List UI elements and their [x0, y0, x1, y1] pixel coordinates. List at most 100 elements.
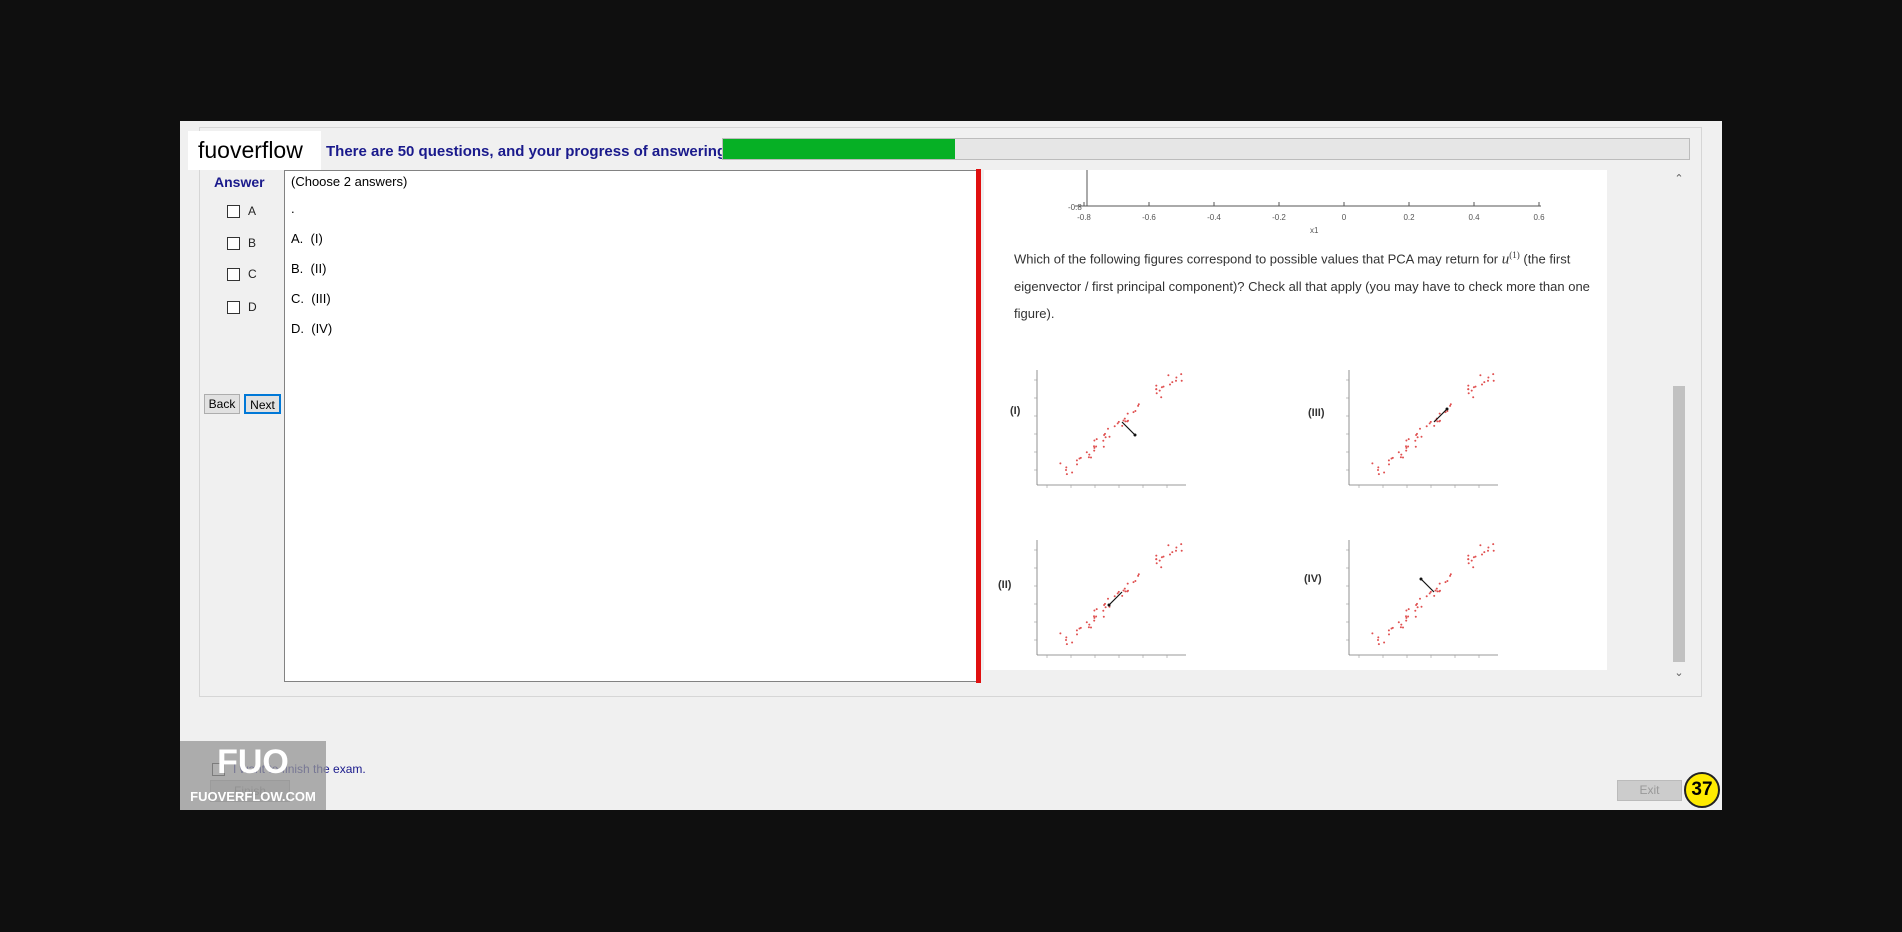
plot-point: [1407, 438, 1410, 441]
plot-vector: [1108, 591, 1123, 606]
plot-point: [1137, 403, 1140, 406]
logo: FUO FUOVERFLOW.COM: [180, 741, 326, 810]
option-label: D: [248, 300, 257, 314]
plot-point: [1467, 554, 1470, 557]
plot-point: [1059, 632, 1062, 635]
plot-point: [1446, 580, 1449, 582]
plot-point: [1093, 446, 1096, 449]
answer-option[interactable]: C: [227, 267, 257, 282]
plot-point: [1405, 449, 1408, 452]
plot-point: [1405, 619, 1408, 622]
group-box: [199, 127, 1702, 697]
plot-point: [1405, 439, 1408, 442]
plot-point: [1116, 422, 1119, 425]
plot-point: [1470, 389, 1473, 392]
plot-point: [1180, 543, 1183, 546]
scroll-down[interactable]: ⌄: [1674, 666, 1684, 679]
checkbox[interactable]: [227, 237, 240, 251]
progress-text: There are 50 questions, and your progres…: [326, 143, 743, 160]
plot-point: [1169, 553, 1171, 556]
plot-point: [1122, 589, 1125, 592]
tick-label: -0.2: [1272, 213, 1286, 222]
plot-point: [1065, 643, 1068, 646]
plot-point: [1093, 619, 1096, 622]
plot-point: [1407, 615, 1410, 618]
plot-point: [1169, 383, 1171, 386]
plot-point: [1435, 587, 1438, 590]
plot-point: [1388, 633, 1390, 636]
math: u: [1501, 251, 1510, 268]
plot-point: [1102, 615, 1105, 618]
plot-point: [1158, 559, 1161, 562]
checkbox[interactable]: [227, 301, 240, 315]
plot-point: [1483, 381, 1486, 384]
plot-point: [1492, 379, 1495, 382]
plot-point: [1087, 456, 1090, 459]
plot-label: (I): [1010, 405, 1021, 417]
plot-point: [1116, 592, 1119, 595]
plot-vector-tip: [1133, 433, 1137, 437]
progress-bar: [722, 138, 1690, 160]
plot-point: [1390, 627, 1393, 630]
plot-point: [1492, 549, 1495, 552]
plot-point: [1377, 636, 1380, 639]
axis-label: x1: [1310, 226, 1319, 235]
scroll-up[interactable]: ⌃: [1674, 172, 1684, 185]
choice-letter: D.: [291, 321, 304, 336]
choice-text: (IV): [311, 321, 333, 336]
choice-letter: B.: [291, 261, 304, 276]
exit-button[interactable]: Exit: [1617, 780, 1682, 801]
plot-point: [1390, 457, 1393, 460]
answer-option[interactable]: A: [227, 204, 256, 219]
plot-point: [1449, 573, 1452, 576]
checkbox[interactable]: [227, 268, 240, 282]
plot-point: [1123, 587, 1126, 590]
plot-point: [1065, 473, 1068, 476]
plot-point: [1438, 412, 1441, 415]
plot-point: [1472, 556, 1475, 559]
plot-point: [1414, 445, 1417, 448]
plot-point: [1415, 604, 1418, 606]
plot-point: [1065, 466, 1068, 469]
plot-point: [1155, 554, 1158, 557]
question-panel: (Choose 2 answers) . A. (I) B. (II) C. (II…: [284, 170, 978, 682]
plot-point: [1428, 592, 1431, 595]
choice-letter: C.: [291, 291, 304, 306]
next-button[interactable]: Next: [244, 394, 281, 414]
plot-point: [1449, 403, 1452, 406]
plot-point: [1425, 595, 1428, 598]
back-button[interactable]: Back: [204, 394, 240, 414]
plot-point: [1124, 420, 1127, 423]
plot-point: [1377, 473, 1380, 476]
plot-point: [1167, 374, 1170, 377]
plot-point: [1162, 385, 1165, 388]
plot-point: [1107, 427, 1109, 430]
plot-point: [1467, 388, 1470, 391]
plot-point: [1387, 629, 1390, 632]
scrollbar[interactable]: ⌃ ⌄: [1671, 170, 1687, 682]
plot-point: [1088, 453, 1091, 456]
plot-point: [1429, 590, 1432, 593]
plot-point: [1434, 589, 1437, 592]
scroll-thumb[interactable]: [1673, 386, 1685, 662]
answer-option[interactable]: D: [227, 300, 257, 315]
plot-point: [1095, 445, 1098, 448]
tick-label: 0: [1342, 213, 1347, 222]
plot-point: [1065, 639, 1067, 641]
choice-letter: A.: [291, 231, 304, 246]
watermark: fuoverflow: [188, 131, 321, 170]
answer-option[interactable]: B: [227, 236, 256, 251]
separator: .: [291, 201, 295, 216]
plot-point: [1085, 451, 1088, 454]
plot-point: [1415, 434, 1418, 436]
plot-point: [1085, 621, 1088, 624]
plot-point: [1137, 573, 1140, 576]
text: Which of the following figures correspon…: [1014, 251, 1502, 267]
checkbox[interactable]: [227, 205, 240, 219]
plot-point: [1102, 609, 1105, 612]
plot-point: [1107, 597, 1109, 600]
tick-label: -0.8: [1077, 213, 1091, 222]
choice: B. (II): [291, 261, 326, 276]
answer-title: Answer: [214, 174, 265, 190]
plot-point: [1075, 459, 1078, 462]
